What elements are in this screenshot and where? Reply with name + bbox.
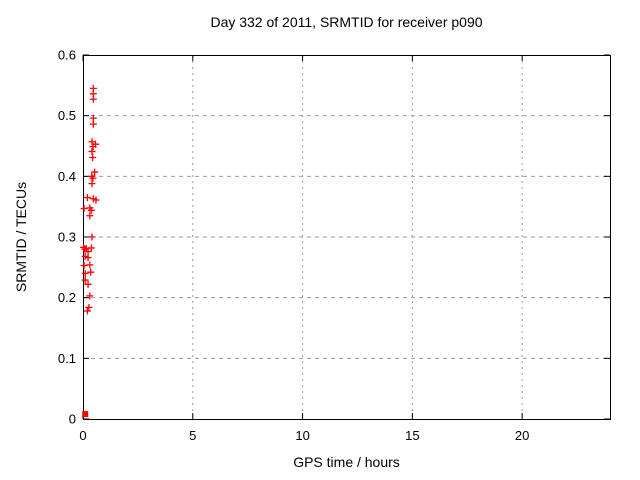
- data-point-plus: [89, 143, 97, 151]
- data-point-plus: [83, 194, 91, 202]
- data-point-plus: [89, 174, 97, 182]
- y-tick-label: 0: [69, 412, 76, 427]
- data-point-plus: [81, 252, 89, 260]
- data-point-plus: [84, 248, 92, 256]
- chart-title: Day 332 of 2011, SRMTID for receiver p09…: [210, 14, 483, 30]
- plot-border-rect: [83, 55, 611, 420]
- data-point-square: [82, 411, 89, 418]
- tick-layer: [82, 54, 610, 420]
- x-tick-label: 20: [515, 428, 529, 443]
- data-point-plus: [87, 244, 95, 252]
- data-point-plus: [88, 180, 96, 188]
- tick-label-layer: 0 5 10 15 20 0 0.1 0.2 0.3 0.4 0.5 0.6: [58, 48, 529, 444]
- data-point-plus: [89, 154, 97, 162]
- x-tick-label: 5: [189, 428, 196, 443]
- data-point-plus: [80, 262, 88, 270]
- data-point-plus: [85, 303, 93, 311]
- data-point-plus: [92, 196, 100, 204]
- data-point-plus: [81, 269, 89, 277]
- plot-border: [83, 55, 611, 420]
- y-tick-label: 0.1: [58, 351, 76, 366]
- x-tick-label: 15: [405, 428, 419, 443]
- data-point-plus: [87, 268, 95, 276]
- y-tick-label: 0.4: [58, 169, 76, 184]
- data-point-layer: [80, 84, 100, 418]
- x-tick-label: 0: [79, 428, 86, 443]
- grid-layer: [83, 55, 610, 419]
- data-point-plus: [89, 95, 97, 103]
- data-point-plus: [87, 206, 95, 214]
- data-point-plus: [83, 307, 91, 315]
- data-point-plus: [84, 280, 92, 288]
- y-tick-label: 0.3: [58, 230, 76, 245]
- y-tick-label: 0.5: [58, 108, 76, 123]
- x-axis-label: GPS time / hours: [293, 454, 400, 470]
- data-point-plus: [88, 147, 96, 155]
- data-point-plus: [88, 138, 96, 146]
- data-point-plus: [89, 114, 97, 122]
- data-point-plus: [81, 276, 89, 284]
- data-point-plus: [86, 212, 94, 220]
- x-tick-label: 10: [295, 428, 309, 443]
- y-tick-label: 0.6: [58, 48, 76, 63]
- data-point-plus: [86, 292, 94, 300]
- y-tick-label: 0.2: [58, 290, 76, 305]
- data-point-plus: [91, 168, 99, 176]
- data-point-plus: [89, 120, 97, 128]
- data-point-plus: [88, 233, 96, 241]
